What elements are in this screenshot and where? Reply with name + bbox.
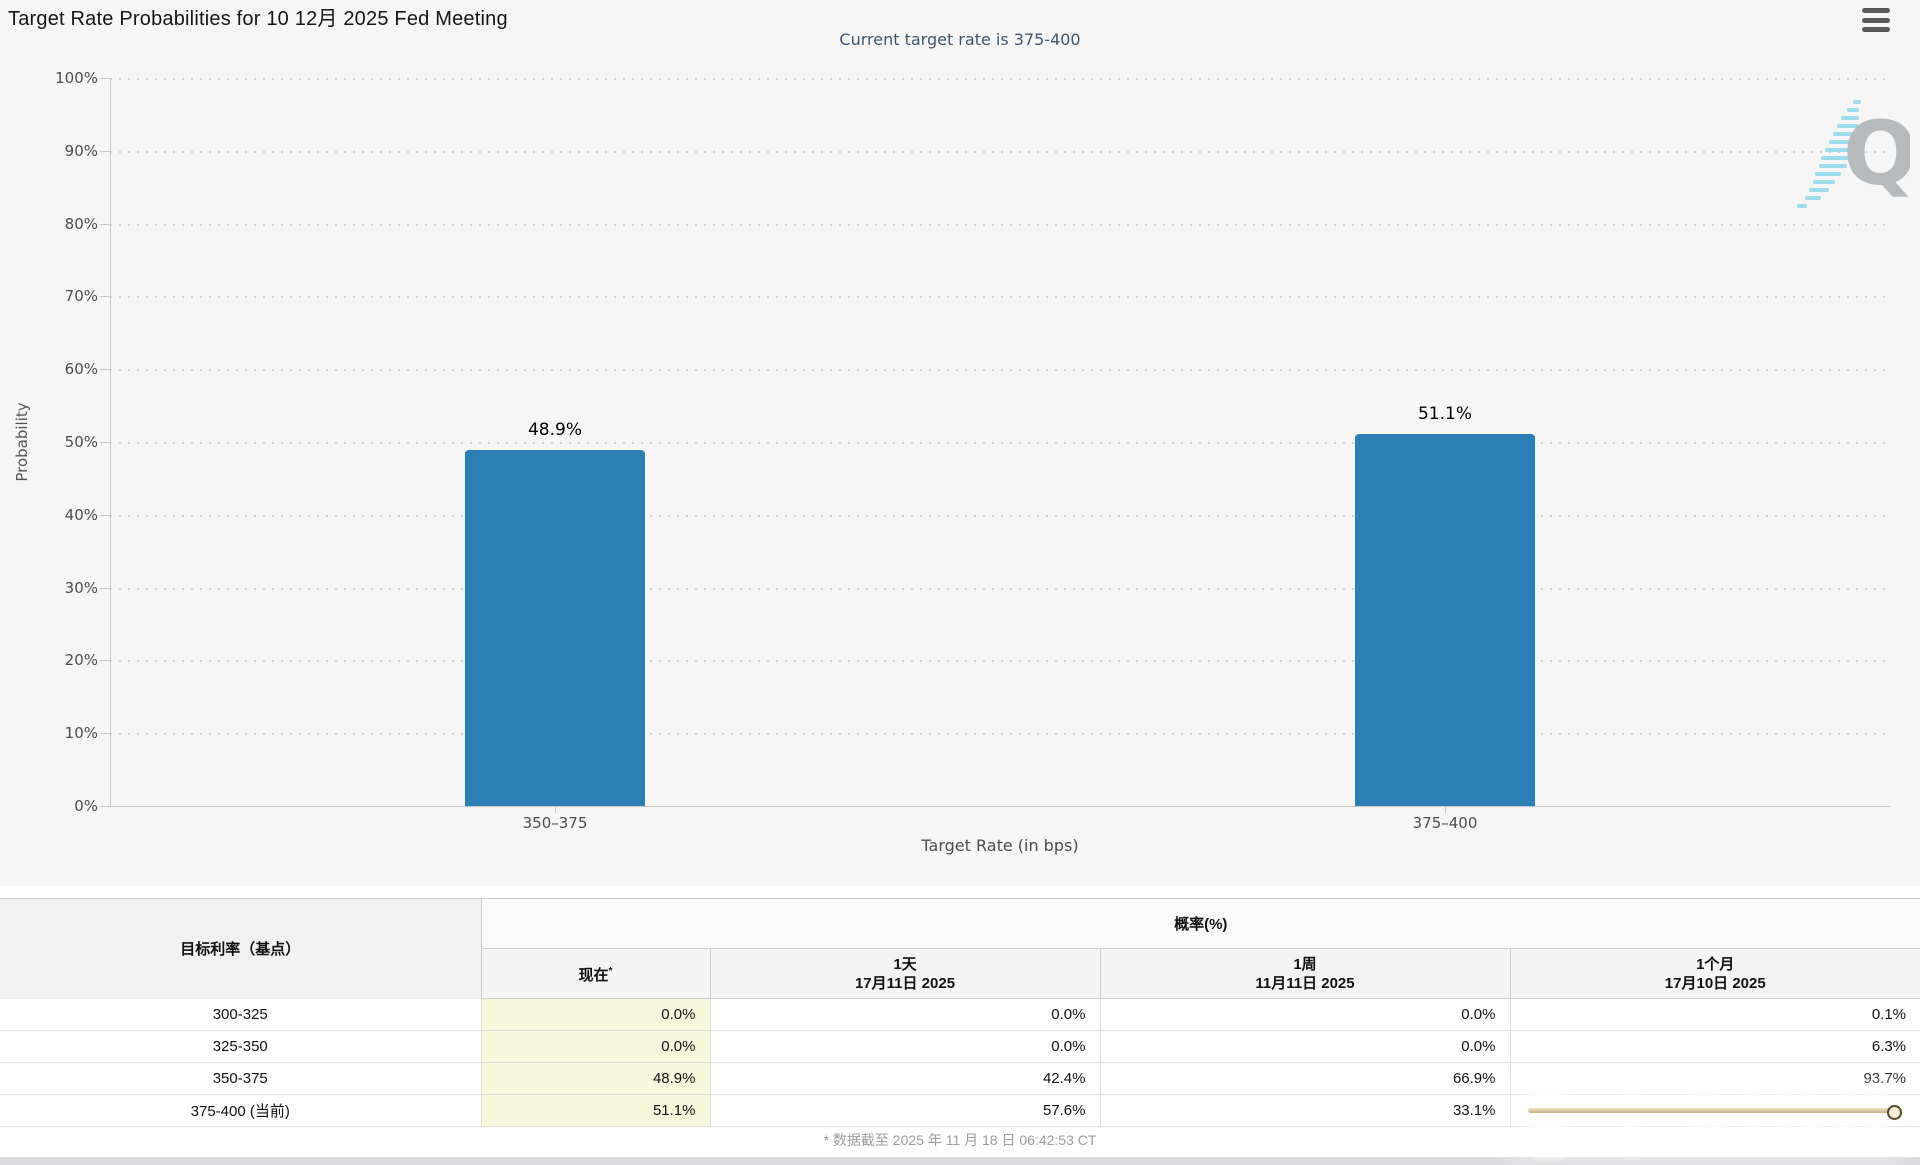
x-axis-line [110,806,1890,807]
quikstrike-q-watermark-icon: Q [1797,100,1910,208]
table-row: 375-400 (当前) 51.1% 57.6% 33.1% [0,1094,1920,1127]
gridline [110,442,1890,444]
y-tick [100,442,110,443]
rate-cell: 375-400 (当前) [0,1094,481,1127]
col-header-1month: 1个月 17月10日 2025 [1509,948,1920,999]
y-axis-line [110,78,111,806]
x-axis-label: 350–375 [522,814,588,832]
y-tick [100,78,110,79]
y-axis-label: 0% [74,797,98,815]
prob-cell-1month: 6.3% [1509,1030,1920,1063]
gridline [110,151,1890,153]
rate-cell: 325-350 [0,1030,481,1063]
col-header-1day: 1天 17月11日 2025 [709,948,1100,999]
prob-cell-1week: 0.0% [1099,998,1510,1031]
gridline [110,660,1890,662]
gridline [110,369,1890,371]
x-axis-label: 375–400 [1412,814,1478,832]
bar-value-label: 51.1% [1417,404,1472,424]
probability-table-panel: 目标利率（基点） 概率(%) 现在* 1天 17月11日 2025 1周 11月11… [0,886,1920,1165]
bar-350-375[interactable] [465,450,645,806]
prob-cell-1day: 0.0% [709,1030,1100,1063]
prob-cell-1day: 57.6% [709,1094,1100,1127]
probability-group-header: 概率(%) [480,898,1920,949]
prob-cell-now: 51.1% [480,1094,710,1127]
svg-text:Q: Q [1843,102,1910,205]
y-axis-label: 90% [64,142,98,160]
chart-panel: Target Rate Probabilities for 10 12月 202… [8,6,1910,855]
col-header-now: 现在* [480,948,710,999]
prob-cell-now: 0.0% [480,998,710,1031]
x-tick [1445,807,1446,813]
gridline [110,588,1890,590]
table-row: 300-325 0.0% 0.0% 0.0% 0.1% [0,998,1920,1031]
y-axis-label: 40% [64,506,98,524]
y-axis-label: 50% [64,433,98,451]
y-tick [100,733,110,734]
hamburger-menu-icon[interactable] [1860,6,1894,34]
y-axis-label: 70% [64,287,98,305]
prob-cell-1week: 0.0% [1099,1030,1510,1063]
y-tick [100,806,110,807]
prob-cell-1month: 0.1% [1509,998,1920,1031]
y-tick [100,515,110,516]
prob-cell-1week: 66.9% [1099,1062,1510,1095]
prob-cell-now: 0.0% [480,1030,710,1063]
y-axis-title: Probability [13,402,31,482]
gridline [110,733,1890,735]
prob-cell-1month: 93.7% [1509,1062,1920,1095]
y-tick [100,660,110,661]
table-row: 325-350 0.0% 0.0% 0.0% 6.3% [0,1030,1920,1063]
y-tick [100,296,110,297]
y-axis-label: 30% [64,579,98,597]
y-tick [100,588,110,589]
prob-cell-1month [1509,1094,1920,1127]
bar-value-label: 48.9% [527,420,582,440]
prob-cell-1day: 0.0% [709,998,1100,1031]
y-axis-label: 20% [64,651,98,669]
table-row: 350-375 48.9% 42.4% 66.9% 93.7% [0,1062,1920,1095]
page-title: Target Rate Probabilities for 10 12月 202… [8,8,508,30]
rate-cell: 350-375 [0,1062,481,1095]
probability-table: 目标利率（基点） 概率(%) 现在* 1天 17月11日 2025 1周 11月11… [0,898,1920,1127]
rate-column-header: 目标利率（基点） [0,898,481,999]
prob-cell-1day: 42.4% [709,1062,1100,1095]
x-axis-title: Target Rate (in bps) [921,836,1079,855]
y-axis-label: 100% [55,69,98,87]
data-as-of-note: * 数据截至 2025 年 11 月 18 日 06:42:53 CT [823,1132,1097,1148]
y-tick [100,369,110,370]
x-tick [555,807,556,813]
rate-cell: 300-325 [0,998,481,1031]
y-tick [100,224,110,225]
prob-cell-1week: 33.1% [1099,1094,1510,1127]
y-axis-label: 10% [64,724,98,742]
gridline [110,515,1890,517]
bar-375-400[interactable] [1355,434,1535,806]
y-axis-label: 60% [64,360,98,378]
gridline [110,224,1890,226]
chart-subtitle: Current target rate is 375-400 [839,30,1081,49]
gridline [110,78,1890,80]
prob-cell-now: 48.9% [480,1062,710,1095]
bottom-edge-strip [0,1157,1920,1165]
y-axis-label: 80% [64,215,98,233]
y-tick [100,151,110,152]
col-header-1week: 1周 11月11日 2025 [1099,948,1510,999]
gridline [110,296,1890,298]
